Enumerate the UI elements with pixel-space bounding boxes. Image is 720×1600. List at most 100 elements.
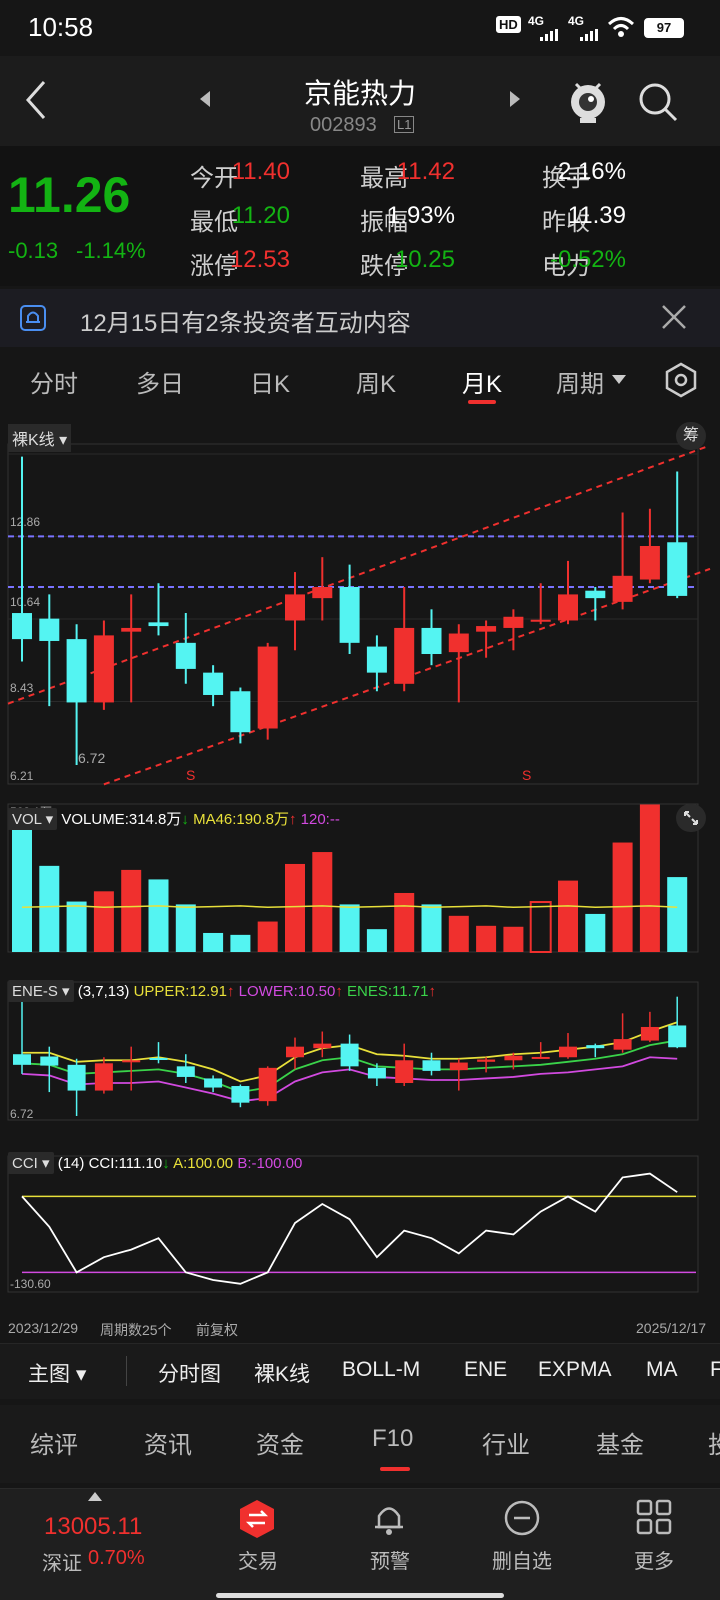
ene-panel-frame — [7, 981, 699, 1121]
net2-label: 4G — [568, 14, 585, 28]
cci-dropdown[interactable]: CCI ▾ — [8, 1152, 54, 1174]
tab-period[interactable]: 周期 — [556, 371, 604, 398]
candle-body — [448, 633, 469, 653]
volume-bar — [230, 934, 251, 952]
volume-bar — [421, 904, 442, 952]
cci-value: CCI:111.10 — [88, 1155, 163, 1172]
quote-label: 跌停 — [360, 253, 408, 280]
nav-trade[interactable]: 交易 — [238, 1551, 278, 1573]
next-stock-icon[interactable] — [508, 90, 522, 113]
info-tabs: 综评 资讯 资金 F10 行业 基金 投 — [0, 1405, 720, 1483]
vol-dropdown[interactable]: VOL ▾ — [8, 808, 58, 830]
tab-week-k[interactable]: 周K — [355, 371, 396, 398]
indicator-toolbar: 主图 ▾ 分时图 裸K线 BOLL-M ENE EXPMA MA F — [0, 1343, 720, 1399]
tab-day-k[interactable]: 日K — [249, 371, 290, 398]
settings-hexagon-icon[interactable] — [664, 362, 698, 403]
close-icon[interactable] — [660, 303, 688, 336]
ene-candle-body — [640, 1026, 659, 1041]
toolbar-ene[interactable]: ENE — [464, 1358, 508, 1381]
alert-bell-icon[interactable] — [372, 1499, 406, 1544]
tab-more-info[interactable]: 投 — [708, 1425, 720, 1460]
tab-f10[interactable]: F10 — [372, 1425, 414, 1452]
kline-chart[interactable]: 15.0712.8610.648.436.216.72SS563.1万14.91… — [0, 418, 720, 1338]
price-panel-frame — [7, 443, 699, 785]
back-icon[interactable] — [22, 78, 52, 127]
candle-body — [530, 619, 551, 622]
toolbar-naked-k[interactable]: 裸K线 — [254, 1363, 311, 1386]
robot-assistant-icon[interactable] — [566, 76, 610, 129]
volume-bar — [339, 904, 360, 952]
tab-funds[interactable]: 资金 — [256, 1432, 304, 1459]
home-indicator — [216, 1593, 504, 1598]
toolbar-divider — [126, 1356, 127, 1386]
ene-candle-body — [176, 1066, 195, 1077]
candle-body — [312, 586, 333, 599]
start-date: 2023/12/29 — [8, 1320, 79, 1336]
kline-mode-dropdown[interactable]: 裸K线 ▾ — [8, 424, 72, 452]
volume-bar — [121, 869, 142, 952]
ene-candle-body — [477, 1059, 496, 1062]
active-tab-indicator — [468, 400, 496, 404]
toolbar-fenshi[interactable]: 分时图 — [158, 1363, 221, 1386]
index-value[interactable]: 13005.11 — [44, 1513, 143, 1540]
nav-remove-watchlist[interactable]: 删自选 — [492, 1551, 552, 1573]
nav-alert[interactable]: 预警 — [370, 1551, 410, 1573]
ene-candle-body — [231, 1086, 250, 1103]
main-chart-dropdown[interactable]: 主图 ▾ — [28, 1363, 87, 1386]
toolbar-boll-m[interactable]: BOLL-M — [342, 1358, 421, 1381]
quote-panel: 11.26 -0.13 -1.14% 今开 11.40 最高 11.42 换手 2.16%… — [0, 146, 720, 286]
ene-candle-body — [422, 1060, 441, 1071]
ene-candle-body — [94, 1063, 113, 1091]
quote-label: 涨停 — [190, 253, 238, 280]
ene-candle-body — [149, 1058, 168, 1061]
candle-body — [639, 545, 660, 580]
up-triangle-icon — [88, 1489, 102, 1507]
volume-ma-line — [21, 905, 678, 909]
tab-fund[interactable]: 基金 — [596, 1432, 644, 1459]
trade-icon[interactable] — [238, 1499, 276, 1544]
quote-value: 2.16% — [557, 158, 626, 185]
search-icon[interactable] — [638, 82, 680, 129]
candle-body — [230, 691, 251, 733]
volume-bar — [285, 863, 305, 952]
cci-b: B:-100.00 — [237, 1155, 303, 1172]
dropdown-triangle-icon — [612, 372, 626, 390]
nav-more[interactable]: 更多 — [634, 1551, 674, 1573]
tab-news[interactable]: 资讯 — [144, 1432, 192, 1459]
notice-bar[interactable]: 12月15日有2条投资者互动内容 — [0, 289, 720, 347]
remove-watchlist-icon[interactable] — [503, 1499, 541, 1542]
tab-month-k[interactable]: 月K — [461, 371, 502, 398]
volume-bar — [394, 892, 415, 952]
ene-candle-body — [613, 1039, 632, 1050]
more-grid-icon[interactable] — [636, 1499, 672, 1540]
ene-upper: UPPER:12.91 — [133, 983, 227, 1000]
candle-body — [12, 613, 32, 640]
tab-duori[interactable]: 多日 — [136, 371, 184, 398]
quote-value: -0.52% — [549, 246, 626, 273]
quote-label: 最低 — [190, 209, 238, 236]
toolbar-expma[interactable]: EXPMA — [538, 1358, 612, 1381]
tab-industry[interactable]: 行业 — [482, 1432, 530, 1459]
ene-candle-body — [504, 1055, 523, 1061]
quote-value: 10.25 — [394, 246, 455, 273]
stock-title: 京能热力 — [303, 78, 416, 109]
bell-icon — [20, 305, 46, 336]
toolbar-more[interactable]: F — [710, 1358, 720, 1381]
low-price-label: 6.72 — [78, 750, 105, 766]
quote-label: 振幅 — [360, 209, 408, 236]
tab-fenshi[interactable]: 分时 — [30, 371, 78, 398]
toolbar-ma[interactable]: MA — [646, 1358, 678, 1381]
level-badge: L1 — [394, 116, 415, 133]
quote-value: 11.42 — [396, 158, 455, 185]
candle-body — [394, 627, 415, 684]
kline-mode-label: 裸K线 — [12, 432, 55, 449]
tab-zongping[interactable]: 综评 — [30, 1432, 78, 1459]
chip-button[interactable]: 筹 — [676, 422, 706, 450]
ene-candle-body — [367, 1067, 386, 1079]
prev-stock-icon[interactable] — [198, 90, 212, 113]
expand-icon[interactable] — [676, 804, 706, 832]
price-tick-label: 8.43 — [10, 681, 34, 695]
candle-body — [66, 639, 87, 703]
candle-body — [175, 642, 196, 669]
ene-dropdown[interactable]: ENE-S ▾ — [8, 980, 74, 1002]
